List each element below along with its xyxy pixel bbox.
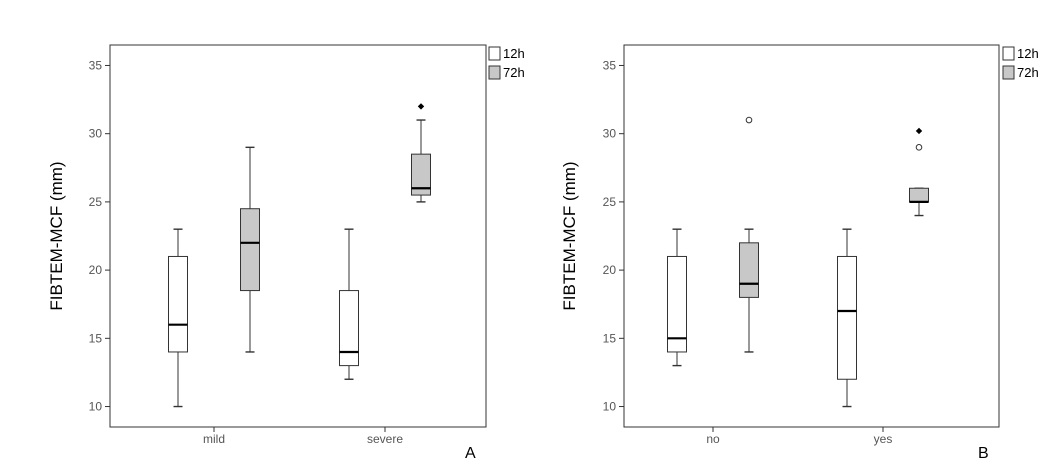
y-tick-label: 35 (603, 58, 617, 72)
y-tick-label: 20 (89, 263, 103, 277)
y-tick-label: 35 (89, 58, 103, 72)
legend-swatch (1002, 65, 1015, 80)
plot-frame (109, 44, 487, 428)
box-72h-no (739, 116, 759, 353)
legend-entry-12h: 12h (1002, 46, 1039, 61)
y-tick-label: 25 (89, 195, 103, 209)
y-axis-title: FIBTEM-MCF (mm) (47, 161, 66, 310)
y-tick-label: 30 (603, 127, 617, 141)
plot-frame (623, 44, 1000, 428)
iqr-box (240, 208, 260, 292)
extreme-point (915, 127, 923, 135)
legend-swatch (488, 65, 501, 80)
box-12h-no (667, 228, 687, 367)
legend-label: 12h (1017, 46, 1039, 61)
iqr-box (168, 255, 188, 353)
chart-panel-a: 10 15 20 25 30 35 mild severe FIBTEM-MCF (mm) 12h… (47, 44, 525, 462)
y-tick-label: 30 (89, 127, 103, 141)
legend-label: 72h (503, 65, 525, 80)
box-12h-yes (837, 228, 857, 408)
iqr-box (667, 255, 687, 353)
y-tick-label: 10 (603, 400, 617, 414)
box-72h-yes (909, 127, 929, 217)
legend-label: 72h (1017, 65, 1039, 80)
y-tick-label: 15 (603, 331, 617, 345)
iqr-box (739, 242, 759, 298)
iqr-box (411, 153, 431, 196)
outlier-point (745, 116, 753, 124)
y-tick-label: 20 (603, 263, 617, 277)
legend-label: 12h (503, 46, 525, 61)
x-tick-label: no (706, 432, 720, 446)
outlier-point (915, 144, 923, 151)
y-tick-label: 15 (89, 331, 103, 345)
y-axis-title: FIBTEM-MCF (mm) (560, 161, 579, 310)
panel-label: B (978, 445, 989, 462)
panel-label: A (465, 445, 476, 462)
x-tick-label: severe (367, 432, 403, 446)
extreme-point (417, 103, 425, 110)
y-tick-label: 10 (89, 400, 103, 414)
y-tick-label: 25 (603, 195, 617, 209)
chart-panel-b: 10 15 20 25 30 35 no yes FIBTEM-MCF (mm) 12h 72h B (560, 44, 1039, 462)
legend-entry-72h: 72h (1002, 65, 1039, 80)
x-tick-label: mild (203, 432, 225, 446)
legend-swatch (488, 46, 501, 61)
box-72h-severe (411, 103, 431, 203)
x-tick-label: yes (874, 432, 893, 446)
legend-swatch (1002, 46, 1015, 61)
legend-entry-12h: 12h (488, 46, 525, 61)
box-72h-mild (240, 146, 260, 353)
iqr-box (909, 187, 929, 203)
iqr-box (339, 290, 359, 367)
iqr-box (837, 255, 857, 380)
legend-entry-72h: 72h (488, 65, 525, 80)
box-12h-severe (339, 228, 359, 380)
box-12h-mild (168, 228, 188, 408)
